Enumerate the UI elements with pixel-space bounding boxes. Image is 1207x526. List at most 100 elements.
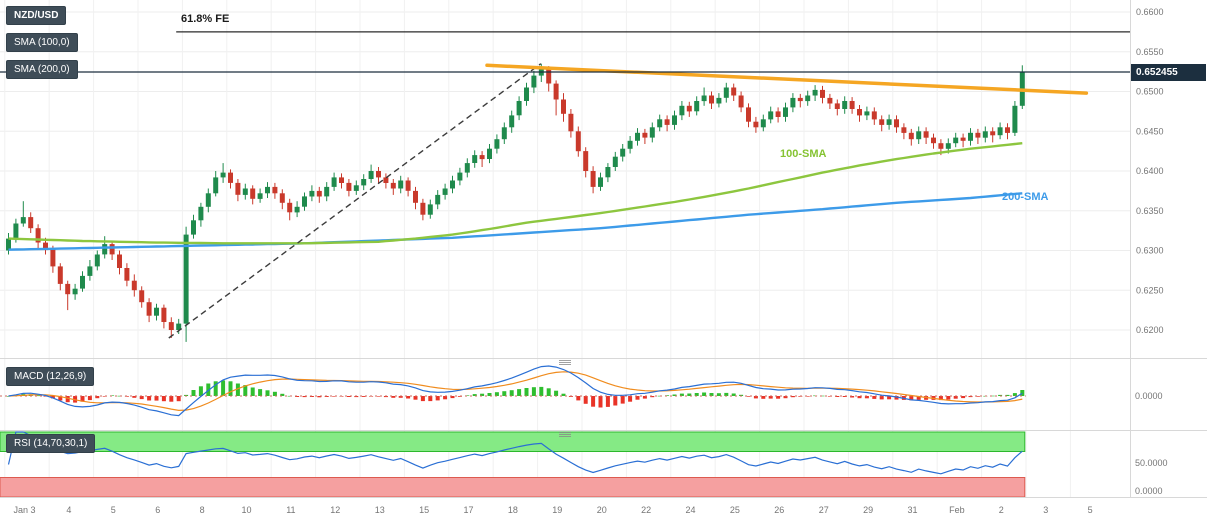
candle-body [812,89,818,96]
candle-body [442,188,448,195]
macd-histogram-bar [465,395,470,396]
macd-histogram-bar [561,393,566,396]
macd-histogram-bar [235,383,240,396]
macd-histogram-bar [480,393,485,396]
macd-histogram-bar [398,396,403,398]
current-price-badge: 0.652455 [1131,64,1206,81]
macd-histogram-bar [420,396,425,402]
candle-body [879,119,885,125]
macd-histogram-bar [835,396,840,397]
macd-histogram-bar [494,392,499,396]
candle-body [960,137,966,141]
price-tick-label: 0.6200 [1136,325,1164,335]
macd-histogram-bar [820,395,825,397]
macd-histogram-bar [998,394,1003,396]
candle-body [849,101,855,109]
macd-histogram-bar [332,396,337,397]
macd-histogram-bar [265,390,270,396]
macd-histogram-bar [472,394,477,396]
price-tick-label: 0.6250 [1136,285,1164,295]
macd-histogram-bar [539,386,544,396]
candle-body [257,193,263,199]
date-tick-label: 31 [907,505,917,515]
date-tick-label: 19 [552,505,562,515]
date-tick-label: 29 [863,505,873,515]
candle-body [590,171,596,187]
candle-body [494,139,500,149]
macd-histogram-bar [487,393,492,396]
date-tick-label: 24 [685,505,695,515]
macd-histogram-bar [894,396,899,400]
candle-body [13,223,19,239]
macd-signal-line [8,371,1023,412]
candle-body [72,288,78,295]
candle-body [272,186,278,194]
macd-indicator-badge[interactable]: MACD (12,26,9) [6,367,95,386]
candle-body [894,119,899,128]
macd-panel-drag-handle[interactable] [559,360,571,365]
macd-histogram-bar [154,396,159,401]
candle-body [383,177,389,183]
candle-body [760,119,766,128]
candle-body [871,111,877,120]
descending-trendline[interactable] [485,63,1089,95]
candle-body [102,244,108,255]
macd-histogram-bar [132,396,137,398]
candle-body [768,111,774,120]
date-tick-label: 4 [66,505,71,515]
price-tick-label: 0.6500 [1136,87,1164,97]
macd-histogram-bar [6,396,11,397]
dashed-projection-line[interactable] [168,63,542,339]
candle-body [931,137,936,144]
candle-body [775,111,781,117]
candle-body [331,177,337,187]
candle-body [834,103,840,109]
sma200-indicator-badge[interactable]: SMA (200,0) [6,60,78,79]
candle-body [553,83,559,100]
macd-histogram-bar [354,396,359,398]
macd-histogram-bar [657,395,662,397]
macd-histogram-bar [620,396,625,404]
date-tick-label: 26 [774,505,784,515]
candle-body [790,97,796,108]
candle-body [117,254,122,268]
macd-histogram-bar [221,380,226,396]
macd-histogram-bar [450,396,455,399]
candle-body [583,151,589,171]
candle-body [827,97,833,104]
candle-body [916,131,922,140]
macd-histogram-bar [783,396,788,399]
sma100-indicator-badge[interactable]: SMA (100,0) [6,33,78,52]
candle-body [746,107,751,122]
rsi-indicator-badge[interactable]: RSI (14,70,30,1) [6,434,96,453]
macd-histogram-bar [443,396,448,400]
macd-histogram-bar [694,393,699,396]
panel-separators [0,358,1207,498]
price-tick-label: 0.6300 [1136,246,1164,256]
candle-body [35,228,41,243]
date-tick-label: 2 [999,505,1004,515]
candle-body [316,190,322,197]
candle-body [279,193,285,203]
macd-histogram-bar [346,396,351,397]
candle-body [953,137,959,144]
candle-body [287,202,293,213]
symbol-badge: NZD/USD [6,6,67,25]
date-tick-label: Jan 3 [13,505,35,515]
macd-histogram-bar [250,387,255,396]
macd-histogram-bar [391,396,396,398]
candle-body [94,254,100,267]
macd-histogram-bar [1005,394,1010,396]
rsi-panel-drag-handle[interactable] [559,432,571,437]
macd-histogram-bar [406,396,411,399]
candle-body [154,307,159,316]
candle-body [679,105,685,116]
macd-histogram-bar [65,396,70,403]
candle-body [427,204,433,215]
candle-body [501,127,507,140]
candle-body [783,107,788,117]
macd-histogram-bar [642,396,647,399]
macd-histogram-bar [864,396,869,399]
macd-histogram-bar [776,396,781,399]
